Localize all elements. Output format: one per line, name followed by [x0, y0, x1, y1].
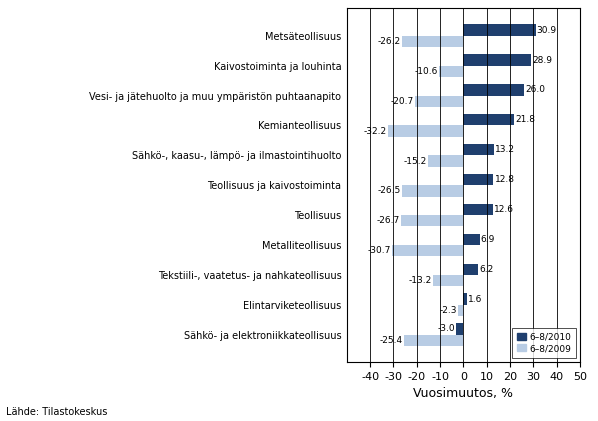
X-axis label: Vuosimuutos, %: Vuosimuutos, %	[413, 387, 514, 400]
Text: Lähde: Tilastokeskus: Lähde: Tilastokeskus	[6, 407, 108, 417]
Text: 13.2: 13.2	[495, 145, 515, 154]
Text: -26.2: -26.2	[378, 37, 401, 46]
Bar	[401, 215, 463, 226]
Text: 6.9: 6.9	[481, 235, 495, 244]
Text: -26.7: -26.7	[377, 216, 400, 225]
Text: 28.9: 28.9	[532, 56, 552, 64]
Text: -10.6: -10.6	[414, 67, 438, 76]
Legend: 6–8/2010, 6–8/2009: 6–8/2010, 6–8/2009	[512, 328, 575, 357]
Text: -20.7: -20.7	[390, 97, 414, 106]
Bar	[463, 204, 493, 215]
Text: -15.2: -15.2	[404, 157, 427, 165]
Bar	[415, 96, 463, 107]
Text: 21.8: 21.8	[515, 115, 535, 124]
Text: 26.0: 26.0	[525, 85, 545, 94]
Bar	[463, 24, 536, 36]
Text: 1.6: 1.6	[468, 295, 483, 304]
Bar	[463, 174, 493, 185]
Text: -25.4: -25.4	[380, 336, 403, 345]
Bar	[428, 155, 463, 167]
Text: -13.2: -13.2	[408, 276, 432, 285]
Text: -3.0: -3.0	[438, 325, 455, 333]
Bar	[439, 66, 463, 77]
Text: 12.8: 12.8	[495, 175, 514, 184]
Bar	[463, 144, 494, 155]
Bar	[433, 275, 463, 286]
Text: 30.9: 30.9	[536, 26, 557, 35]
Bar	[402, 36, 463, 47]
Bar	[404, 335, 463, 346]
Text: 6.2: 6.2	[479, 265, 493, 274]
Bar	[463, 234, 480, 245]
Bar	[388, 125, 463, 137]
Bar	[463, 264, 478, 275]
Text: -26.5: -26.5	[377, 187, 401, 195]
Bar	[463, 114, 514, 125]
Bar	[402, 185, 463, 197]
Text: 12.6: 12.6	[494, 205, 514, 214]
Text: -30.7: -30.7	[367, 246, 390, 255]
Bar	[463, 84, 524, 96]
Bar	[458, 305, 463, 316]
Bar	[456, 323, 463, 335]
Bar	[392, 245, 463, 256]
Text: -2.3: -2.3	[440, 306, 457, 315]
Bar	[463, 293, 467, 305]
Bar	[463, 54, 531, 66]
Text: -32.2: -32.2	[364, 127, 387, 136]
